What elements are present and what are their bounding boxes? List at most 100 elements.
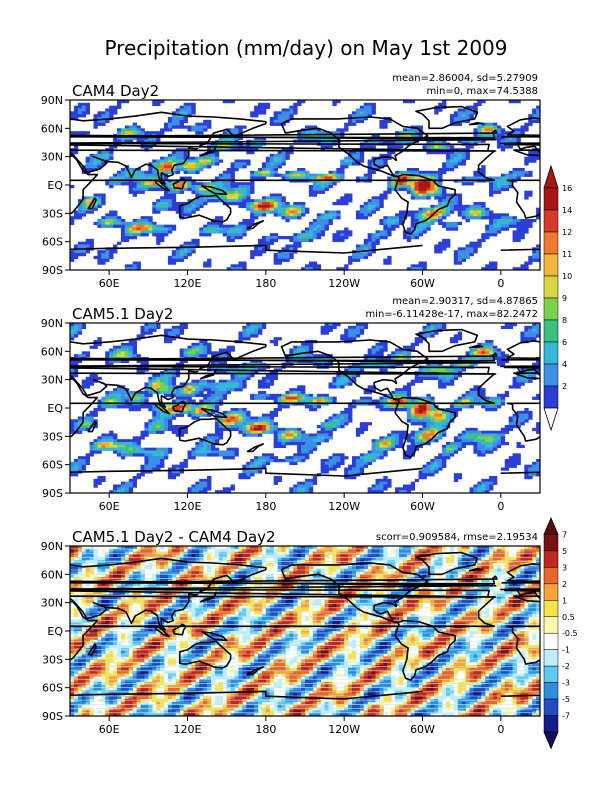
precip-cell [250, 425, 254, 428]
precip-cell [246, 414, 250, 417]
precip-cell [313, 262, 317, 265]
precip-cell [434, 245, 438, 248]
precip-cell [442, 168, 446, 171]
precip-cell [250, 419, 254, 422]
precip-cell [113, 245, 117, 248]
precip-cell [125, 397, 129, 400]
precip-cell [74, 425, 78, 428]
precip-cell [293, 245, 297, 248]
precip-cell [231, 380, 235, 383]
precip-cell [176, 259, 180, 262]
precip-cell [325, 329, 329, 332]
precip-cell [109, 106, 113, 109]
precip-cell [254, 202, 258, 205]
precip-cell [109, 216, 113, 219]
precip-cell [246, 326, 250, 329]
precip-cell [458, 205, 462, 208]
precip-cell [144, 329, 148, 332]
precip-cell [137, 222, 141, 225]
precip-cell [438, 377, 442, 380]
precip-cell [285, 434, 289, 437]
precip-cell [419, 213, 423, 216]
precip-cell [227, 414, 231, 417]
precip-cell [74, 332, 78, 335]
precip-cell [125, 128, 129, 131]
precip-cell [332, 103, 336, 106]
precip-cell [191, 109, 195, 112]
precip-cell [493, 182, 497, 185]
precip-cell [289, 349, 293, 352]
precip-cell [188, 388, 192, 391]
precip-cell [101, 196, 105, 199]
precip-cell [442, 380, 446, 383]
precip-cell [78, 106, 82, 109]
precip-cell [419, 228, 423, 231]
precip-cell [144, 394, 148, 397]
precip-cell [340, 230, 344, 233]
precip-cell [176, 126, 180, 129]
precip-cell [528, 151, 532, 154]
precip-cell [336, 128, 340, 131]
precip-cell [242, 332, 246, 335]
precip-cell [285, 211, 289, 214]
precip-cell [164, 168, 168, 171]
precip-cell [121, 230, 125, 233]
precip-cell [152, 408, 156, 411]
precip-cell [117, 128, 121, 131]
precip-cell [415, 196, 419, 199]
precip-cell [379, 120, 383, 123]
precip-cell [70, 422, 74, 425]
precip-cell [317, 434, 321, 437]
precip-cell [524, 174, 528, 177]
precip-cell [501, 351, 505, 354]
precip-cell [152, 383, 156, 386]
precip-cell [313, 408, 317, 411]
precip-cell [242, 160, 246, 163]
precip-cell [415, 211, 419, 214]
precip-cell [470, 208, 474, 211]
precip-cell [148, 405, 152, 408]
precip-cell [419, 185, 423, 188]
precip-cell [470, 211, 474, 214]
precip-cell [262, 239, 266, 242]
precip-cell [129, 225, 133, 228]
precip-cell [458, 405, 462, 408]
precip-cell [148, 391, 152, 394]
precip-cell [82, 383, 86, 386]
precip-cell [274, 428, 278, 431]
precip-cell [513, 385, 517, 388]
precip-cell [442, 245, 446, 248]
precip-cell [360, 400, 364, 403]
precip-cell [152, 428, 156, 431]
precip-cell [191, 160, 195, 163]
precip-cell [121, 182, 125, 185]
precip-cell [438, 436, 442, 439]
precip-cell [254, 419, 258, 422]
precip-cell [82, 202, 86, 205]
precip-cell [94, 439, 98, 442]
precip-cell [113, 354, 117, 357]
precip-cell [109, 391, 113, 394]
precip-cell [125, 233, 129, 236]
precip-cell [376, 405, 380, 408]
precip-cell [262, 199, 266, 202]
precip-cell [481, 351, 485, 354]
precip-cell [160, 377, 164, 380]
precip-cell [395, 171, 399, 174]
precip-cell [231, 194, 235, 197]
precip-cell [360, 428, 364, 431]
precip-cell [458, 357, 462, 360]
precip-cell [454, 377, 458, 380]
precip-cell [207, 123, 211, 126]
precip-cell [329, 428, 333, 431]
precip-cell [321, 225, 325, 228]
precip-cell [332, 326, 336, 329]
precip-cell [137, 188, 141, 191]
precip-cell [156, 422, 160, 425]
precip-cell [383, 408, 387, 411]
precip-cell [74, 334, 78, 337]
precip-cell [434, 188, 438, 191]
precip-cell [285, 151, 289, 154]
precip-cell [403, 405, 407, 408]
precip-cell [493, 225, 497, 228]
